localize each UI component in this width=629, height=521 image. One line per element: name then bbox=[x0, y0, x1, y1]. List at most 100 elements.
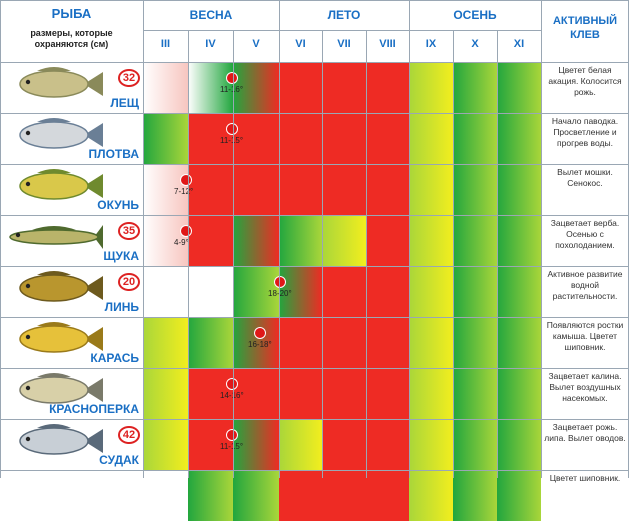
protected-size-badge: 35 bbox=[118, 222, 140, 240]
active-bite-note: Активное развитие водной растительности. bbox=[547, 269, 623, 301]
grid-line bbox=[0, 62, 629, 63]
bite-cell bbox=[233, 266, 279, 317]
grid-line bbox=[541, 0, 542, 478]
month-label-xi: XI bbox=[513, 38, 525, 50]
bite-cell bbox=[409, 368, 453, 419]
grid-line bbox=[233, 30, 234, 478]
grid-line bbox=[0, 164, 629, 165]
bite-cell bbox=[279, 62, 322, 113]
bite-cell bbox=[279, 113, 322, 164]
spawning-marker bbox=[226, 378, 238, 390]
spawning-temperature: 11-16° bbox=[220, 85, 244, 94]
fish-name: КАРАСЬ bbox=[90, 351, 139, 365]
bite-cell bbox=[453, 317, 497, 368]
spawning-marker bbox=[226, 72, 238, 84]
bite-cell bbox=[279, 266, 322, 317]
spawning-marker bbox=[274, 276, 286, 288]
bite-cell bbox=[409, 266, 453, 317]
bite-cell bbox=[366, 62, 409, 113]
month-label-iii: III bbox=[160, 38, 171, 50]
pike-icon bbox=[4, 219, 104, 260]
bite-cell bbox=[322, 215, 366, 266]
season-autumn: ОСЕНЬ bbox=[453, 8, 497, 22]
bite-cell bbox=[366, 419, 409, 470]
grid-line bbox=[279, 0, 280, 478]
bite-cell bbox=[322, 419, 366, 470]
bite-cell bbox=[497, 164, 541, 215]
bite-cell bbox=[453, 419, 497, 470]
spawning-temperature: 4-9° bbox=[174, 238, 189, 247]
season-summer: ЛЕТО bbox=[327, 8, 361, 22]
bite-cell bbox=[188, 164, 233, 215]
active-bite-note: Цветет шиповник. bbox=[549, 473, 621, 483]
bite-cell bbox=[143, 164, 188, 215]
crucian-icon bbox=[4, 321, 104, 362]
bite-cell bbox=[188, 62, 233, 113]
active-bite-note: Зацветает рожь. липа. Вылет оводов. bbox=[544, 422, 626, 443]
bite-cell bbox=[188, 317, 233, 368]
bite-cell bbox=[497, 419, 541, 470]
bite-cell bbox=[366, 164, 409, 215]
month-label-ix: IX bbox=[425, 38, 437, 50]
zander-icon bbox=[4, 423, 104, 464]
bite-cell bbox=[188, 419, 233, 470]
bite-cell bbox=[453, 164, 497, 215]
bite-cell bbox=[409, 317, 453, 368]
bite-cell bbox=[322, 113, 366, 164]
spawning-temperature: 16-18° bbox=[248, 340, 272, 349]
grid-line bbox=[143, 30, 541, 31]
active-bite-note: Зацветает верба. Осенью с похолоданием. bbox=[550, 218, 620, 250]
month-label-vi: VI bbox=[295, 38, 306, 50]
grid-line bbox=[188, 30, 189, 478]
active-bite-note: Вылет мошки. Сенокос. bbox=[557, 167, 613, 188]
grid-line bbox=[143, 0, 144, 478]
bite-cell bbox=[143, 419, 188, 470]
bite-cell bbox=[366, 215, 409, 266]
month-label-vii: VII bbox=[337, 38, 351, 50]
spawning-marker bbox=[254, 327, 266, 339]
bite-cell bbox=[143, 113, 188, 164]
active-bite-note: Цветет белая акация. Колосится рожь. bbox=[548, 65, 622, 97]
bite-cell bbox=[279, 317, 322, 368]
grid-line bbox=[453, 30, 454, 478]
grid-line bbox=[497, 30, 498, 478]
spawning-temperature: 11-15° bbox=[220, 442, 244, 451]
bite-cell bbox=[366, 317, 409, 368]
bite-cell bbox=[453, 113, 497, 164]
active-bite-note: Появляются ростки камыша. Цветет шиповни… bbox=[546, 320, 624, 352]
bite-cell bbox=[497, 317, 541, 368]
month-label-iv: IV bbox=[205, 38, 216, 50]
grid-line bbox=[0, 419, 629, 420]
bite-cell bbox=[279, 164, 322, 215]
fish-name: ЛЕЩ bbox=[110, 96, 139, 110]
grid-line bbox=[0, 266, 629, 267]
bream-icon bbox=[4, 66, 104, 107]
grid-line bbox=[0, 0, 629, 1]
bite-cell bbox=[497, 368, 541, 419]
protected-size-badge: 32 bbox=[118, 69, 140, 87]
month-label-v: V bbox=[252, 38, 260, 50]
bite-cell bbox=[322, 62, 366, 113]
grid-line bbox=[0, 368, 629, 369]
bite-cell bbox=[409, 164, 453, 215]
bite-cell bbox=[143, 62, 188, 113]
bite-cell bbox=[233, 113, 279, 164]
bite-cell bbox=[233, 368, 279, 419]
rudd-icon bbox=[4, 372, 104, 413]
active-bite-header: АКТИВНЫЙ КЛЕВ bbox=[552, 15, 618, 41]
spawning-marker bbox=[180, 225, 192, 237]
fish-name: ЛИНЬ bbox=[104, 300, 139, 314]
bite-cell bbox=[188, 113, 233, 164]
month-label-x: X bbox=[471, 38, 479, 50]
bite-cell bbox=[409, 215, 453, 266]
grid-line bbox=[322, 30, 323, 478]
spawning-temperature: 7-12° bbox=[174, 187, 194, 196]
spawning-temperature: 11-15° bbox=[220, 136, 244, 145]
grid-line bbox=[409, 0, 410, 478]
month-label-viii: VIII bbox=[379, 38, 396, 50]
bite-cell bbox=[453, 266, 497, 317]
grid-line bbox=[0, 317, 629, 318]
bite-cell bbox=[497, 215, 541, 266]
bite-cell bbox=[322, 266, 366, 317]
bite-cell bbox=[143, 266, 188, 317]
